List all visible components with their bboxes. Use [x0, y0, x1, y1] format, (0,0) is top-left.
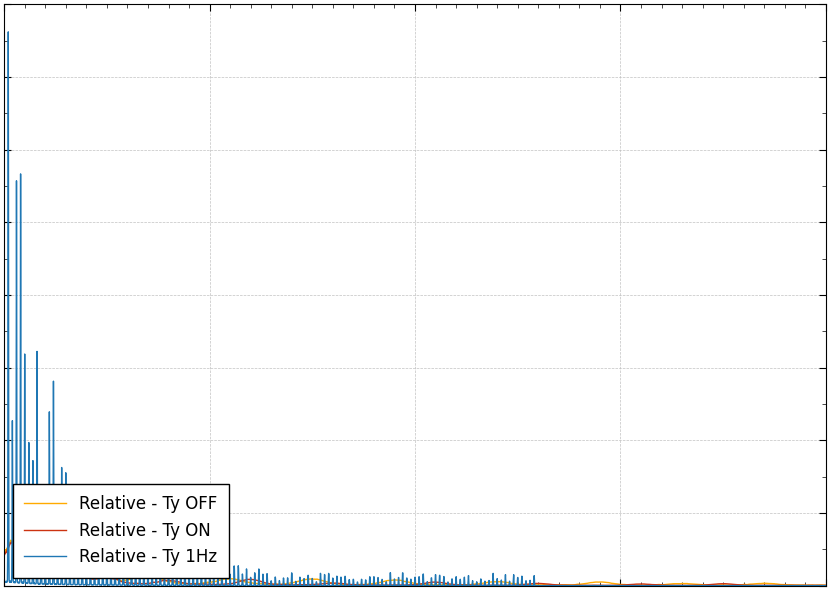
Relative - Ty OFF	[597, 578, 607, 585]
Relative - Ty ON	[597, 582, 607, 589]
Relative - Ty 1Hz	[566, 582, 576, 589]
Relative - Ty ON	[12, 535, 22, 542]
Relative - Ty 1Hz	[3, 28, 13, 35]
Relative - Ty OFF	[351, 581, 361, 588]
Relative - Ty OFF	[12, 533, 22, 540]
Relative - Ty OFF	[344, 581, 354, 588]
Line: Relative - Ty 1Hz: Relative - Ty 1Hz	[5, 32, 826, 586]
Relative - Ty OFF	[796, 582, 806, 589]
Relative - Ty ON	[344, 581, 354, 588]
Relative - Ty 1Hz	[821, 582, 830, 589]
Relative - Ty 1Hz	[351, 582, 361, 589]
Relative - Ty ON	[796, 582, 806, 589]
Relative - Ty OFF	[810, 582, 820, 589]
Relative - Ty 1Hz	[390, 581, 400, 588]
Relative - Ty 1Hz	[755, 582, 765, 589]
Line: Relative - Ty OFF: Relative - Ty OFF	[5, 536, 826, 585]
Relative - Ty ON	[796, 582, 806, 589]
Relative - Ty 1Hz	[796, 582, 806, 589]
Legend: Relative - Ty OFF, Relative - Ty ON, Relative - Ty 1Hz: Relative - Ty OFF, Relative - Ty ON, Rel…	[12, 483, 229, 578]
Relative - Ty ON	[821, 582, 830, 589]
Relative - Ty 1Hz	[344, 581, 354, 588]
Line: Relative - Ty ON: Relative - Ty ON	[5, 539, 826, 585]
Relative - Ty ON	[0, 551, 10, 558]
Relative - Ty OFF	[390, 576, 400, 584]
Relative - Ty 1Hz	[0, 578, 10, 585]
Relative - Ty ON	[755, 582, 765, 589]
Relative - Ty OFF	[755, 580, 765, 587]
Relative - Ty OFF	[821, 582, 830, 589]
Relative - Ty OFF	[0, 548, 10, 555]
Relative - Ty 1Hz	[597, 582, 607, 589]
Relative - Ty ON	[390, 581, 400, 588]
Relative - Ty ON	[351, 581, 361, 588]
